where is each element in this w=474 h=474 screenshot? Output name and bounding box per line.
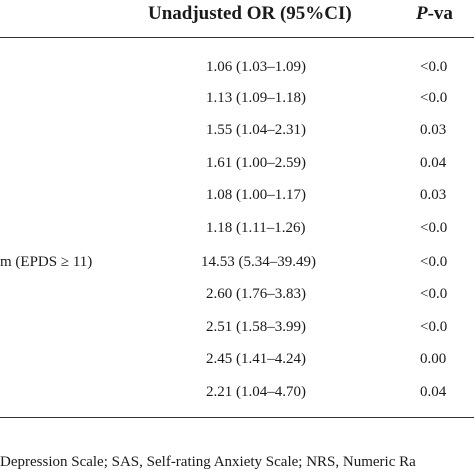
or-cell-4: 1.61 (1.00–2.59) xyxy=(206,155,306,171)
p-cell-9: <0.0 xyxy=(420,319,448,335)
top-rule xyxy=(0,37,474,38)
or-cell-2: 1.13 (1.09–1.18) xyxy=(206,90,306,106)
or-cell-9: 2.51 (1.58–3.99) xyxy=(206,319,306,335)
table-header-or: Unadjusted OR (95%CI) xyxy=(148,3,352,24)
p-cell-8: <0.0 xyxy=(420,286,448,302)
p-cell-10: 0.00 xyxy=(420,351,447,367)
p-suffix: -va xyxy=(427,3,453,24)
p-letter: P xyxy=(416,3,428,24)
p-cell-4: 0.04 xyxy=(420,155,447,171)
or-cell-7: 14.53 (5.34–39.49) xyxy=(201,254,316,270)
table-header-p-value: P-va xyxy=(416,2,453,26)
row-label-epds: m (EPDS ≥ 11) xyxy=(0,254,93,270)
p-cell-6: <0.0 xyxy=(420,220,448,236)
or-cell-1: 1.06 (1.03–1.09) xyxy=(206,59,306,75)
or-cell-8: 2.60 (1.76–3.83) xyxy=(206,286,306,302)
p-cell-1: <0.0 xyxy=(420,59,448,75)
or-cell-11: 2.21 (1.04–4.70) xyxy=(206,384,306,400)
p-cell-2: <0.0 xyxy=(420,90,448,106)
or-cell-6: 1.18 (1.11–1.26) xyxy=(206,220,306,236)
bottom-rule xyxy=(0,417,474,418)
or-cell-5: 1.08 (1.00–1.17) xyxy=(206,187,306,203)
or-cell-10: 2.45 (1.41–4.24) xyxy=(206,351,306,367)
p-cell-5: 0.03 xyxy=(420,187,447,203)
or-cell-3: 1.55 (1.04–2.31) xyxy=(206,122,306,138)
p-cell-3: 0.03 xyxy=(420,122,447,138)
table-footnote: Depression Scale; SAS, Self-rating Anxie… xyxy=(0,454,416,470)
p-cell-7: <0.0 xyxy=(420,254,448,270)
p-cell-11: 0.04 xyxy=(420,384,447,400)
